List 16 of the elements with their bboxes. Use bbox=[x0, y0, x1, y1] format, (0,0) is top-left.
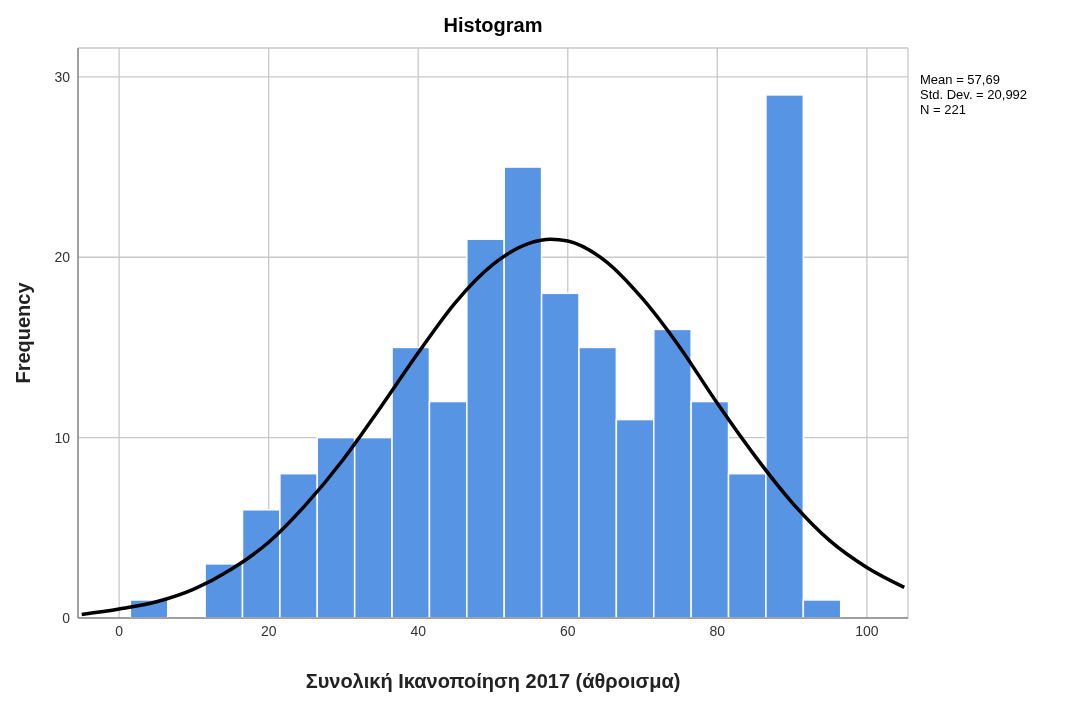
chart-title: Histogram bbox=[442, 14, 544, 37]
x-tick-label: 80 bbox=[709, 622, 726, 639]
y-tick-label: 10 bbox=[54, 429, 71, 446]
x-tick-label: 40 bbox=[410, 622, 427, 639]
y-tick-label: 30 bbox=[54, 68, 71, 85]
x-tick-label: 100 bbox=[855, 622, 879, 639]
text: N = 221 bbox=[920, 102, 967, 117]
y-tick-label: 0 bbox=[62, 609, 71, 626]
text: Mean = 57,69 bbox=[920, 72, 1001, 87]
text: Std. Dev. = 20,992 bbox=[920, 87, 1028, 102]
y-axis-title: Frequency bbox=[12, 281, 35, 384]
x-tick-label: 60 bbox=[559, 622, 576, 639]
x-axis-title: Συνολική Ικανοποίηση 2017 (άθροισμα) bbox=[305, 670, 681, 692]
x-tick-label: 20 bbox=[260, 622, 277, 639]
x-tick-label: 0 bbox=[115, 622, 124, 639]
y-tick-label: 20 bbox=[54, 249, 71, 266]
